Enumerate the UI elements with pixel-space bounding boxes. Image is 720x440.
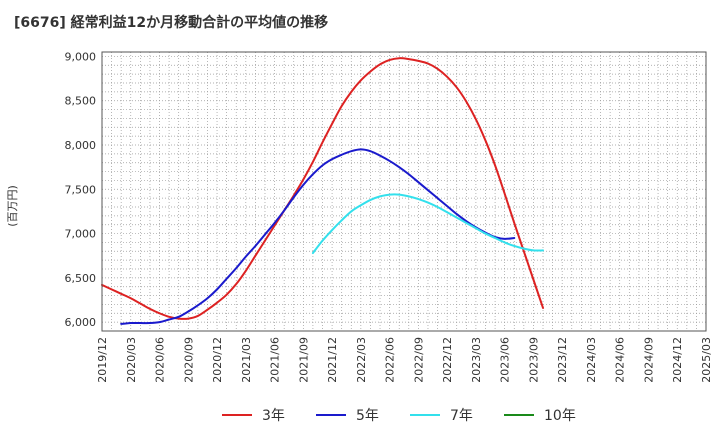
x-tick-label: 2021/12 xyxy=(326,337,339,383)
x-tick-label: 2024/09 xyxy=(642,337,655,383)
y-tick-label: 8,000 xyxy=(65,139,97,152)
x-tick-label: 2022/03 xyxy=(355,337,368,383)
y-tick-label: 9,000 xyxy=(65,50,97,63)
grid-lines xyxy=(102,52,706,331)
x-tick-label: 2023/06 xyxy=(499,337,512,383)
series-lines xyxy=(101,57,545,325)
legend-item: 10年 xyxy=(504,404,576,426)
x-tick-label: 2020/06 xyxy=(154,337,167,383)
series-line-1 xyxy=(120,148,516,325)
x-tick-label: 2020/12 xyxy=(211,337,224,383)
series-line-2 xyxy=(311,193,545,255)
x-tick-label: 2021/09 xyxy=(297,337,310,383)
legend-swatch xyxy=(316,414,346,416)
y-axis: 6,000 6,500 7,000 7,500 8,000 8,500 9,000 xyxy=(65,50,97,329)
legend-label: 3年 xyxy=(262,408,285,424)
legend-swatch xyxy=(222,414,252,416)
x-tick-label: 2020/03 xyxy=(125,337,138,383)
y-tick-label: 7,500 xyxy=(65,183,97,196)
x-tick-label: 2022/09 xyxy=(412,337,425,383)
x-tick-label: 2021/06 xyxy=(269,337,282,383)
x-tick-label: 2022/12 xyxy=(441,337,454,383)
legend: 3年 5年 7年 10年 xyxy=(0,404,720,426)
y-axis-label: (百万円) xyxy=(6,185,19,227)
x-tick-label: 2023/12 xyxy=(556,337,569,383)
y-tick-label: 7,000 xyxy=(65,228,97,241)
y-tick-label: 6,000 xyxy=(65,316,97,329)
x-tick-label: 2023/03 xyxy=(470,337,483,383)
x-axis: 2019/12 2020/03 2020/06 2020/09 2020/12 2021/… xyxy=(96,337,713,383)
legend-swatch xyxy=(410,414,440,416)
y-tick-label: 6,500 xyxy=(65,272,97,285)
x-tick-label: 2022/06 xyxy=(384,337,397,383)
x-tick-label: 2025/03 xyxy=(700,337,713,383)
x-tick-label: 2020/09 xyxy=(182,337,195,383)
legend-label: 5年 xyxy=(356,408,379,424)
x-tick-label: 2021/03 xyxy=(240,337,253,383)
x-tick-label: 2023/09 xyxy=(527,337,540,383)
legend-label: 7年 xyxy=(450,408,473,424)
legend-item: 3年 xyxy=(222,404,285,426)
y-tick-label: 8,500 xyxy=(65,95,97,108)
legend-swatch xyxy=(504,414,534,416)
legend-label: 10年 xyxy=(544,408,576,424)
legend-item: 7年 xyxy=(410,404,473,426)
x-tick-label: 2024/06 xyxy=(614,337,627,383)
x-tick-label: 2024/03 xyxy=(585,337,598,383)
x-tick-label: 2024/12 xyxy=(671,337,684,383)
plot-border xyxy=(101,51,707,332)
x-tick-label: 2019/12 xyxy=(96,337,109,383)
legend-item: 5年 xyxy=(316,404,379,426)
chart-title: [6676] 経常利益12か月移動合計の平均値の推移 xyxy=(14,15,329,31)
